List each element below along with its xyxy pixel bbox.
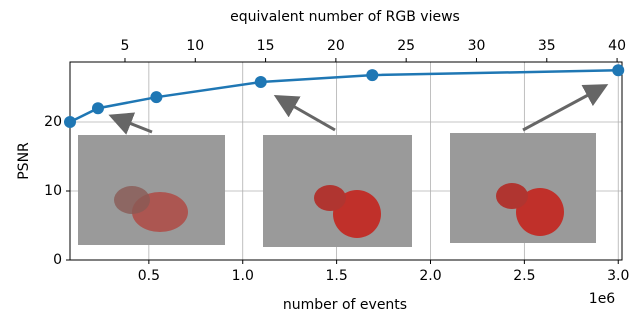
x2-tick-label: 10 — [186, 38, 204, 54]
arrow — [523, 87, 603, 130]
x-tick-label: 0.5 — [138, 268, 160, 284]
x-offset-label: 1e6 — [589, 291, 616, 307]
drum — [496, 183, 528, 209]
x-axis-label: number of events — [283, 297, 407, 313]
x-tick-label: 1.0 — [232, 268, 254, 284]
y-tick-label: 0 — [53, 252, 62, 268]
point — [612, 64, 624, 76]
y-axis-label: PSNR — [16, 142, 32, 180]
x-tick-label: 2.0 — [419, 268, 441, 284]
point — [150, 91, 162, 103]
x2-tick-label: 35 — [538, 38, 556, 54]
point — [255, 76, 267, 88]
x2-tick-label: 25 — [397, 38, 415, 54]
drum — [314, 185, 346, 211]
y-tick-label: 20 — [44, 114, 62, 130]
x-tick-label: 3.0 — [607, 268, 629, 284]
inset-images — [78, 133, 596, 247]
point — [64, 116, 76, 128]
drum — [114, 186, 150, 214]
x2-tick-label: 30 — [468, 38, 486, 54]
point — [366, 69, 378, 81]
x-tick-label: 2.5 — [513, 268, 535, 284]
chart: equivalent number of RGB views number of… — [0, 0, 640, 318]
x2-tick-label: 40 — [608, 38, 626, 54]
top-axis-label: equivalent number of RGB views — [230, 9, 460, 25]
x2-tick-label: 5 — [121, 38, 130, 54]
arrow — [114, 117, 152, 132]
point — [92, 102, 104, 114]
x2-tick-label: 15 — [257, 38, 275, 54]
y-tick-label: 10 — [44, 183, 62, 199]
x-tick-label: 1.5 — [325, 268, 347, 284]
x2-tick-label: 20 — [327, 38, 345, 54]
arrow — [279, 98, 335, 130]
